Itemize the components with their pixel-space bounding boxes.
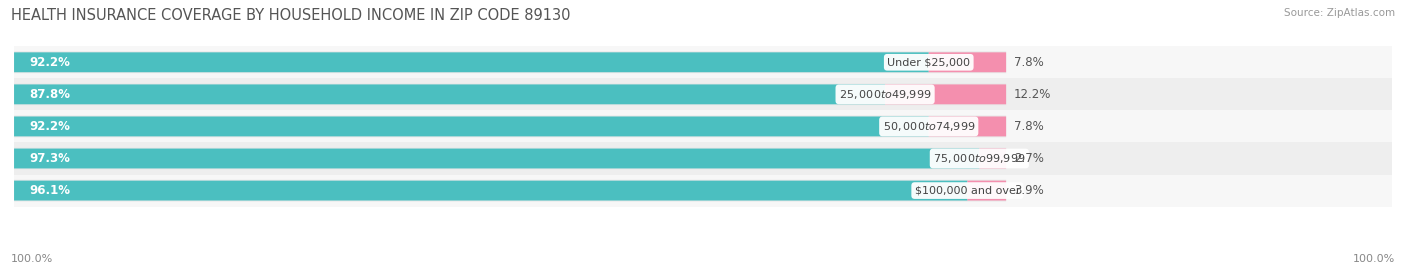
FancyBboxPatch shape [980, 148, 1007, 168]
Text: Under $25,000: Under $25,000 [887, 57, 970, 67]
FancyBboxPatch shape [14, 83, 1007, 105]
Text: 96.1%: 96.1% [30, 184, 70, 197]
FancyBboxPatch shape [14, 115, 1007, 137]
FancyBboxPatch shape [929, 52, 1007, 72]
Text: 92.2%: 92.2% [30, 56, 70, 69]
Text: 100.0%: 100.0% [1353, 254, 1395, 264]
Text: 7.8%: 7.8% [1014, 56, 1043, 69]
FancyBboxPatch shape [14, 78, 1392, 110]
FancyBboxPatch shape [14, 52, 929, 72]
FancyBboxPatch shape [14, 110, 1392, 143]
FancyBboxPatch shape [14, 46, 1392, 78]
FancyBboxPatch shape [14, 181, 967, 200]
FancyBboxPatch shape [967, 181, 1007, 200]
Text: 87.8%: 87.8% [30, 88, 70, 101]
Text: $25,000 to $49,999: $25,000 to $49,999 [839, 88, 931, 101]
Text: 97.3%: 97.3% [30, 152, 70, 165]
FancyBboxPatch shape [14, 143, 1392, 175]
FancyBboxPatch shape [14, 84, 886, 104]
FancyBboxPatch shape [929, 116, 1007, 136]
Text: $50,000 to $74,999: $50,000 to $74,999 [883, 120, 974, 133]
FancyBboxPatch shape [14, 116, 929, 136]
Text: 92.2%: 92.2% [30, 120, 70, 133]
FancyBboxPatch shape [14, 175, 1392, 207]
Text: 2.7%: 2.7% [1014, 152, 1043, 165]
FancyBboxPatch shape [14, 180, 1007, 201]
Text: HEALTH INSURANCE COVERAGE BY HOUSEHOLD INCOME IN ZIP CODE 89130: HEALTH INSURANCE COVERAGE BY HOUSEHOLD I… [11, 8, 571, 23]
Text: 12.2%: 12.2% [1014, 88, 1052, 101]
Text: $75,000 to $99,999: $75,000 to $99,999 [934, 152, 1025, 165]
FancyBboxPatch shape [14, 148, 980, 168]
Text: $100,000 and over: $100,000 and over [915, 186, 1021, 196]
FancyBboxPatch shape [14, 148, 1007, 169]
Legend: With Coverage, Without Coverage: With Coverage, Without Coverage [575, 268, 831, 269]
Text: 100.0%: 100.0% [11, 254, 53, 264]
Text: Source: ZipAtlas.com: Source: ZipAtlas.com [1284, 8, 1395, 18]
FancyBboxPatch shape [886, 84, 1007, 104]
FancyBboxPatch shape [14, 51, 1007, 73]
Text: 7.8%: 7.8% [1014, 120, 1043, 133]
Text: 3.9%: 3.9% [1014, 184, 1043, 197]
